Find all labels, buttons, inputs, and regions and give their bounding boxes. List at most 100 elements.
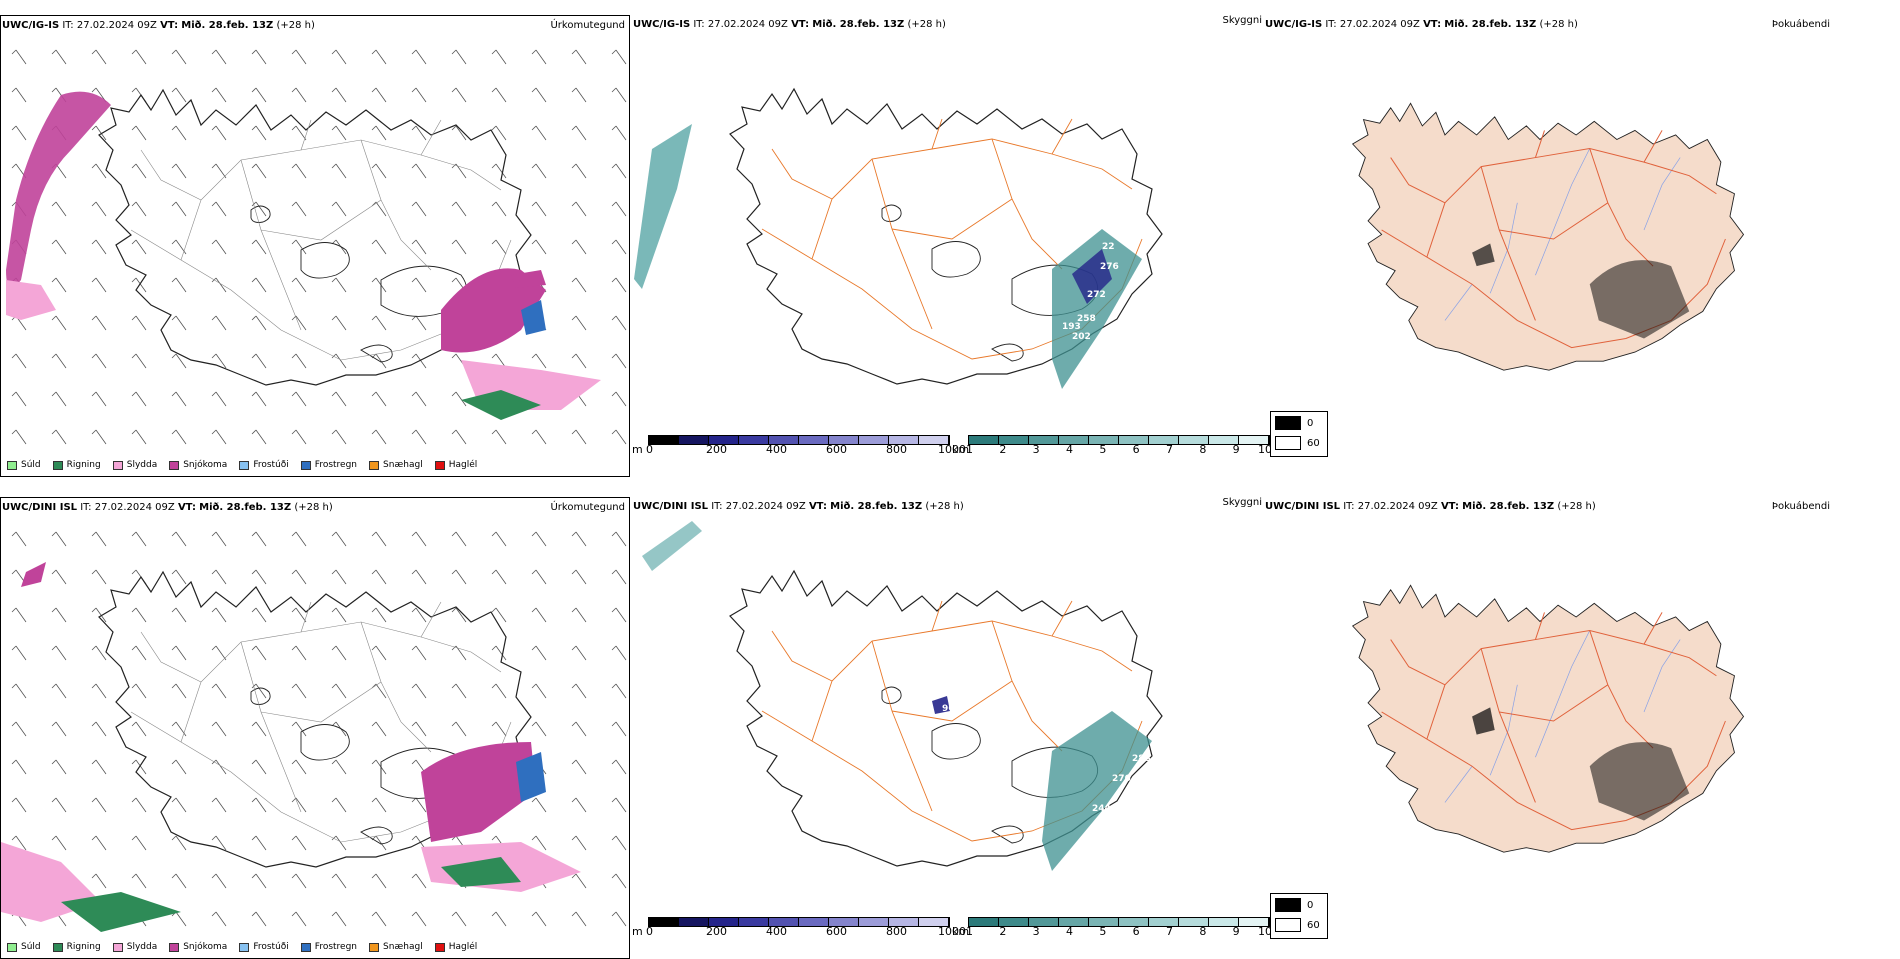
visibility-panel-bottom: UWC/DINI ISL IT: 27.02.2024 09Z VT: Mið.…	[632, 497, 1328, 959]
scale-tick: 9	[1232, 925, 1240, 938]
road	[871, 640, 933, 812]
wind-barb	[131, 315, 147, 331]
wind-barb	[331, 125, 347, 141]
visibility-value-label: 276	[1100, 262, 1119, 272]
scale-tick: 10	[1258, 443, 1272, 456]
road	[991, 138, 1063, 270]
visibility-value-label: 193	[1062, 322, 1081, 332]
wind-barb	[571, 569, 587, 585]
rivers	[1444, 630, 1681, 803]
wind-barb	[171, 277, 187, 293]
wind-barb	[131, 239, 147, 255]
wind-barb	[171, 607, 187, 623]
wind-barb	[51, 797, 67, 813]
visibility-value-label: 272	[1087, 290, 1106, 300]
wind-barb	[371, 163, 387, 179]
wind-barb	[411, 315, 427, 331]
iceland-coastline	[98, 570, 532, 868]
wind-barb	[331, 163, 347, 179]
wind-barb	[171, 125, 187, 141]
wind-barb	[491, 429, 507, 445]
legend-item: Rigning	[52, 460, 101, 470]
legend-label: Frostúði	[253, 460, 289, 470]
legend-item: Haglél	[434, 942, 478, 952]
wind-barb	[531, 683, 547, 699]
wind-barb	[371, 429, 387, 445]
wind-barb	[491, 87, 507, 103]
wind-barb	[571, 315, 587, 331]
wind-barb	[131, 835, 147, 851]
scale-tick: 4	[1066, 925, 1073, 938]
sleet-area-west	[6, 280, 56, 320]
wind-barb	[571, 163, 587, 179]
wind-barb	[371, 721, 387, 737]
wind-barb	[211, 239, 227, 255]
wind-barb	[411, 683, 427, 699]
wind-barb	[211, 721, 227, 737]
scale-swatch	[1119, 436, 1149, 444]
wind-barb	[411, 429, 427, 445]
road	[260, 119, 442, 241]
wind-barb	[131, 607, 147, 623]
wind-barb	[251, 721, 267, 737]
wind-barb	[451, 569, 467, 585]
wind-barb	[291, 759, 307, 775]
visibility-value-label: 180	[942, 844, 961, 854]
glacier-outline	[991, 825, 1024, 844]
scale-swatch	[769, 436, 799, 444]
fog-legend-item: 60	[1275, 918, 1320, 932]
wind-barb	[91, 873, 107, 889]
wind-barb	[251, 569, 267, 585]
wind-barb	[611, 277, 627, 293]
wind-barb	[251, 315, 267, 331]
wind-barb	[11, 531, 27, 547]
scale-swatch	[1059, 436, 1089, 444]
wind-barb	[531, 835, 547, 851]
legend-item: Súld	[7, 942, 41, 952]
wind-barb	[411, 125, 427, 141]
wind-barb	[211, 49, 227, 65]
glacier-outline	[881, 686, 902, 704]
wind-barb	[171, 201, 187, 217]
fog-legend-item: 60	[1275, 436, 1320, 450]
wind-barb	[51, 201, 67, 217]
wind-barb	[611, 125, 627, 141]
visibility-value-label: 184	[992, 394, 1011, 404]
wind-barb	[371, 201, 387, 217]
wind-barb	[291, 721, 307, 737]
wind-barb	[11, 607, 27, 623]
wind-barb	[211, 353, 227, 369]
wind-barb	[211, 645, 227, 661]
legend-label: Snæhagl	[383, 942, 423, 952]
fog-legend-item: 0	[1275, 416, 1313, 430]
wind-barb	[371, 607, 387, 623]
scale-tick: 10	[1258, 925, 1272, 938]
snow-area-west	[6, 91, 111, 288]
wind-barb	[51, 353, 67, 369]
wind-barb	[251, 125, 267, 141]
scale-tick: 200	[706, 443, 727, 456]
glacier-outline	[881, 204, 902, 222]
wind-barb	[251, 911, 267, 927]
wind-barb	[211, 163, 227, 179]
wind-barb	[611, 201, 627, 217]
panel-header: UWC/IG-IS IT: 27.02.2024 09Z VT: Mið. 28…	[2, 20, 315, 31]
legend-item: Slydda	[112, 942, 157, 952]
wind-barb	[411, 201, 427, 217]
wind-barb	[291, 87, 307, 103]
wind-barb	[91, 429, 107, 445]
wind-barb	[491, 49, 507, 65]
wind-barb	[331, 429, 347, 445]
legend-item: Snjókoma	[169, 942, 227, 952]
legend-swatch	[239, 460, 250, 470]
scale-tick: 8	[1199, 925, 1207, 938]
wind-barb	[51, 607, 67, 623]
wind-barb	[371, 911, 387, 927]
wind-barb	[611, 721, 627, 737]
legend-label: Haglél	[448, 942, 478, 952]
road	[1381, 711, 1726, 831]
precip-legend: Súld Rigning Slydda Snjókoma Frostúði Frostre…	[7, 942, 477, 952]
wind-barb	[411, 607, 427, 623]
road	[871, 158, 933, 330]
wind-barb	[131, 797, 147, 813]
